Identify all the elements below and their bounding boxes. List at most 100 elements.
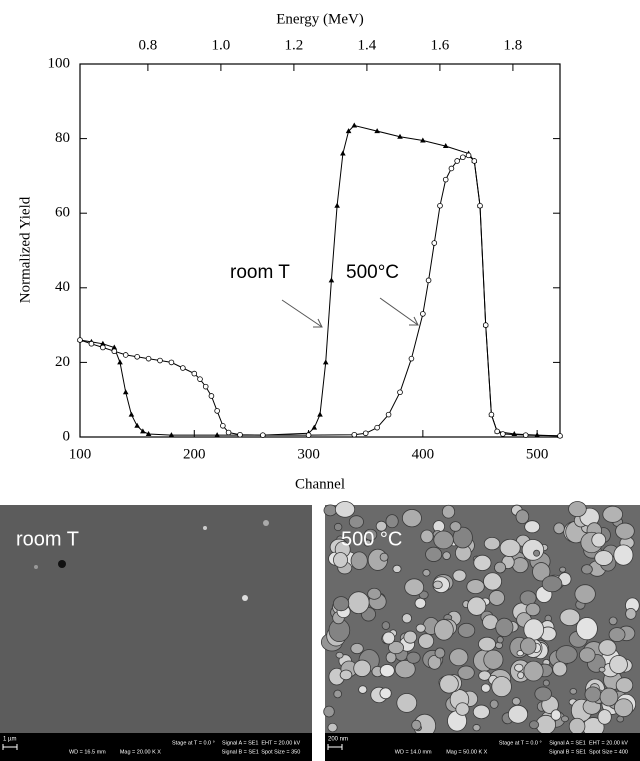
sem-particle [403,630,418,644]
x2-tick-label: 1.6 [431,37,450,53]
marker [397,389,403,396]
sem-particle [511,697,521,706]
marker [460,154,466,161]
sem-info: EHT = 20.00 kV [261,740,300,746]
sem-particle [542,679,550,687]
sem-particle [472,704,490,720]
sem-particle [388,641,404,655]
marker [237,431,243,438]
sem-info: Stage at T = 0.0 ° [172,740,215,746]
sem-particle [560,715,569,723]
sem-particle [517,671,525,679]
annotation-arrows [281,297,419,328]
marker [442,176,449,183]
sem-particle [578,647,596,663]
marker [477,202,483,209]
sem-particle [550,709,562,721]
sem-particle [581,564,593,575]
sem-particle [418,633,435,649]
marker [362,430,369,437]
series-line [79,124,561,437]
marker [374,424,380,431]
sem-particle [609,655,628,674]
sem-particle [523,618,545,641]
sem-particle [350,642,364,655]
sem-particle [203,526,207,530]
marker [494,428,500,435]
sem-particle [379,687,392,700]
sem-info: Signal B = SE1 [222,749,259,755]
sem-particle [521,539,545,561]
sem-particle [449,648,469,667]
x2-tick-label: 0.8 [139,37,158,53]
sem-particle [483,649,504,670]
sem-particle [375,520,387,532]
marker [442,143,449,149]
sem-particle [534,686,552,702]
sem-particle [602,505,623,523]
sem-particle [332,596,350,612]
sem-image: room T 1 µm Stage at T = 0.0 ° Signal A = S… [0,505,312,761]
x2-tick-label: 1.4 [358,37,377,53]
annotation: 500°C [346,262,399,283]
sem-particle [442,551,451,560]
y-tick-label: 0 [63,428,71,444]
sem-particle [514,663,524,672]
marker [465,152,472,159]
sem-particle [512,557,529,574]
sem-particle [598,666,606,673]
marker [488,411,495,418]
marker [425,277,432,284]
sem-particle [381,621,391,630]
sem-particle [614,698,634,718]
sem-label: room T [16,528,79,550]
sem-particle [323,504,337,517]
sem-particle [472,724,481,732]
sem-particle [415,623,426,633]
x-tick-label: 500 [526,446,549,462]
sem-particle [333,522,343,532]
sem-particle [449,521,462,532]
x-tick-label: 300 [297,446,320,462]
sem-particle [529,720,540,730]
sem-particle [379,664,395,678]
marker [351,431,358,438]
sem-particle [532,562,551,582]
marker [397,133,403,139]
marker [340,150,346,156]
sem-particle [434,619,454,641]
sem-particle [334,501,356,518]
marker [317,411,323,417]
sem-particle [520,637,537,655]
marker [168,359,175,366]
sem-info: Spot Size = 400 [589,749,628,755]
marker [225,429,232,436]
sem-info: WD = 14.0 mm [395,749,432,755]
sem-particle [608,616,618,626]
y-tick-label: 60 [55,205,70,221]
x2-tick-label: 1.2 [285,37,304,53]
marker [214,432,220,438]
marker [117,359,123,365]
sem-particle [533,549,541,557]
sem-particle [559,566,567,573]
sem-particle [591,532,607,548]
sem-particle [499,538,521,558]
marker [100,340,106,346]
sem-particle [392,564,402,573]
x-axis-label: Channel [295,476,345,492]
sem-particle [433,530,454,550]
marker [500,431,506,437]
sem-particle [553,522,565,535]
marker [260,432,266,438]
sem-particle [327,722,338,733]
sem-particle [422,569,431,577]
sem-particle [483,572,502,591]
marker [437,202,443,209]
sem-particle [452,569,467,582]
sem-particle [615,677,634,694]
sem-particle [414,597,427,609]
sem-particle [263,520,269,526]
sem-particle [608,627,626,642]
sem-particle [599,687,619,707]
